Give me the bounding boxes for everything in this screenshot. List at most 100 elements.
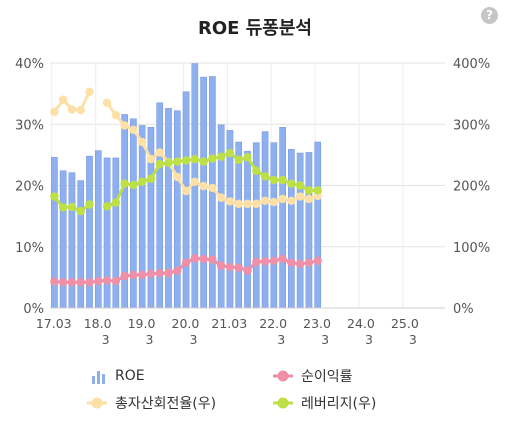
- leverage-point[interactable]: [295, 181, 305, 190]
- asset-turnover-point[interactable]: [111, 110, 121, 120]
- legend-item-net-margin[interactable]: 순이익률: [273, 366, 353, 386]
- leverage-point[interactable]: [199, 157, 208, 166]
- roe-bar[interactable]: [200, 76, 207, 309]
- net-margin-point[interactable]: [313, 256, 322, 266]
- asset-turnover-point[interactable]: [190, 177, 200, 187]
- roe-bar[interactable]: [182, 91, 190, 309]
- roe-bar[interactable]: [305, 152, 313, 309]
- leverage-point[interactable]: [111, 198, 121, 207]
- leverage-point[interactable]: [146, 174, 156, 183]
- asset-turnover-point[interactable]: [199, 181, 208, 191]
- leverage-point[interactable]: [102, 202, 112, 211]
- roe-bar[interactable]: [217, 124, 225, 309]
- roe-bar[interactable]: [314, 141, 322, 309]
- asset-turnover-point[interactable]: [234, 199, 243, 209]
- asset-turnover-point[interactable]: [137, 137, 147, 147]
- asset-turnover-point[interactable]: [243, 199, 252, 209]
- net-margin-point[interactable]: [50, 277, 59, 286]
- net-margin-point[interactable]: [181, 258, 191, 267]
- leverage-point[interactable]: [181, 156, 191, 165]
- net-margin-point[interactable]: [155, 268, 164, 278]
- leverage-point[interactable]: [155, 159, 164, 169]
- net-margin-point[interactable]: [146, 269, 156, 278]
- asset-turnover-point[interactable]: [173, 172, 182, 182]
- asset-turnover-point[interactable]: [76, 105, 85, 115]
- leverage-point[interactable]: [243, 153, 252, 162]
- roe-bar[interactable]: [296, 152, 304, 309]
- roe-bar[interactable]: [103, 157, 111, 309]
- net-margin-point[interactable]: [216, 261, 226, 270]
- roe-bar[interactable]: [112, 157, 120, 309]
- asset-turnover-point[interactable]: [146, 154, 156, 164]
- leverage-point[interactable]: [216, 152, 226, 161]
- net-margin-point[interactable]: [304, 258, 314, 267]
- net-margin-point[interactable]: [269, 256, 279, 266]
- asset-turnover-point[interactable]: [304, 194, 314, 204]
- asset-turnover-point[interactable]: [278, 194, 287, 204]
- net-margin-point[interactable]: [137, 270, 147, 280]
- leverage-point[interactable]: [208, 154, 217, 163]
- net-margin-point[interactable]: [243, 266, 252, 275]
- leverage-point[interactable]: [190, 154, 200, 164]
- asset-turnover-point[interactable]: [287, 196, 296, 206]
- net-margin-point[interactable]: [234, 263, 243, 272]
- leverage-point[interactable]: [225, 148, 235, 158]
- asset-turnover-point[interactable]: [58, 95, 68, 104]
- net-margin-point[interactable]: [129, 270, 138, 280]
- net-margin-point[interactable]: [111, 276, 121, 286]
- asset-turnover-point[interactable]: [181, 186, 191, 196]
- roe-bar[interactable]: [235, 141, 243, 309]
- asset-turnover-point[interactable]: [252, 199, 261, 209]
- roe-bar[interactable]: [138, 125, 146, 309]
- leverage-point[interactable]: [164, 158, 173, 168]
- net-margin-point[interactable]: [85, 278, 94, 287]
- net-margin-point[interactable]: [67, 278, 77, 287]
- leverage-point[interactable]: [85, 200, 94, 209]
- net-margin-point[interactable]: [225, 262, 235, 272]
- asset-turnover-point[interactable]: [155, 148, 164, 157]
- legend-item-roe[interactable]: ROE: [91, 366, 145, 386]
- asset-turnover-point[interactable]: [67, 105, 77, 114]
- net-margin-point[interactable]: [278, 254, 287, 264]
- net-margin-point[interactable]: [76, 278, 85, 287]
- leverage-point[interactable]: [252, 166, 261, 175]
- roe-bar[interactable]: [130, 118, 137, 309]
- leverage-point[interactable]: [173, 157, 182, 166]
- net-margin-point[interactable]: [94, 276, 103, 286]
- asset-turnover-point[interactable]: [50, 107, 59, 117]
- roe-bar[interactable]: [77, 180, 85, 309]
- asset-turnover-point[interactable]: [216, 193, 226, 202]
- help-icon[interactable]: ?: [481, 7, 498, 24]
- leverage-point[interactable]: [58, 203, 68, 212]
- net-margin-point[interactable]: [173, 266, 182, 275]
- leverage-point[interactable]: [269, 175, 279, 185]
- net-margin-point[interactable]: [208, 255, 217, 264]
- leverage-point[interactable]: [234, 155, 243, 164]
- leverage-point[interactable]: [278, 175, 287, 185]
- leverage-point[interactable]: [129, 180, 138, 190]
- net-margin-point[interactable]: [102, 276, 112, 285]
- asset-turnover-point[interactable]: [120, 121, 129, 130]
- net-margin-point[interactable]: [252, 257, 261, 267]
- asset-turnover-point[interactable]: [129, 125, 138, 134]
- asset-turnover-point[interactable]: [295, 192, 305, 201]
- asset-turnover-point[interactable]: [260, 196, 270, 206]
- roe-bar[interactable]: [279, 127, 286, 309]
- legend-item-asset-turnover[interactable]: 총자산회전율(우): [87, 393, 216, 413]
- roe-bar[interactable]: [165, 108, 172, 309]
- net-margin-point[interactable]: [58, 278, 68, 287]
- roe-bar[interactable]: [288, 149, 295, 309]
- net-margin-point[interactable]: [120, 271, 129, 281]
- asset-turnover-point[interactable]: [269, 197, 279, 207]
- net-margin-point[interactable]: [190, 254, 200, 263]
- net-margin-point[interactable]: [199, 254, 208, 264]
- legend-item-leverage[interactable]: 레버리지(우): [273, 393, 376, 413]
- roe-bar[interactable]: [261, 131, 269, 309]
- roe-bar[interactable]: [68, 172, 76, 309]
- asset-turnover-point[interactable]: [102, 98, 112, 108]
- asset-turnover-point[interactable]: [85, 87, 94, 96]
- net-margin-point[interactable]: [164, 268, 173, 278]
- net-margin-point[interactable]: [287, 258, 296, 267]
- roe-bar[interactable]: [244, 150, 251, 309]
- net-margin-point[interactable]: [295, 259, 305, 269]
